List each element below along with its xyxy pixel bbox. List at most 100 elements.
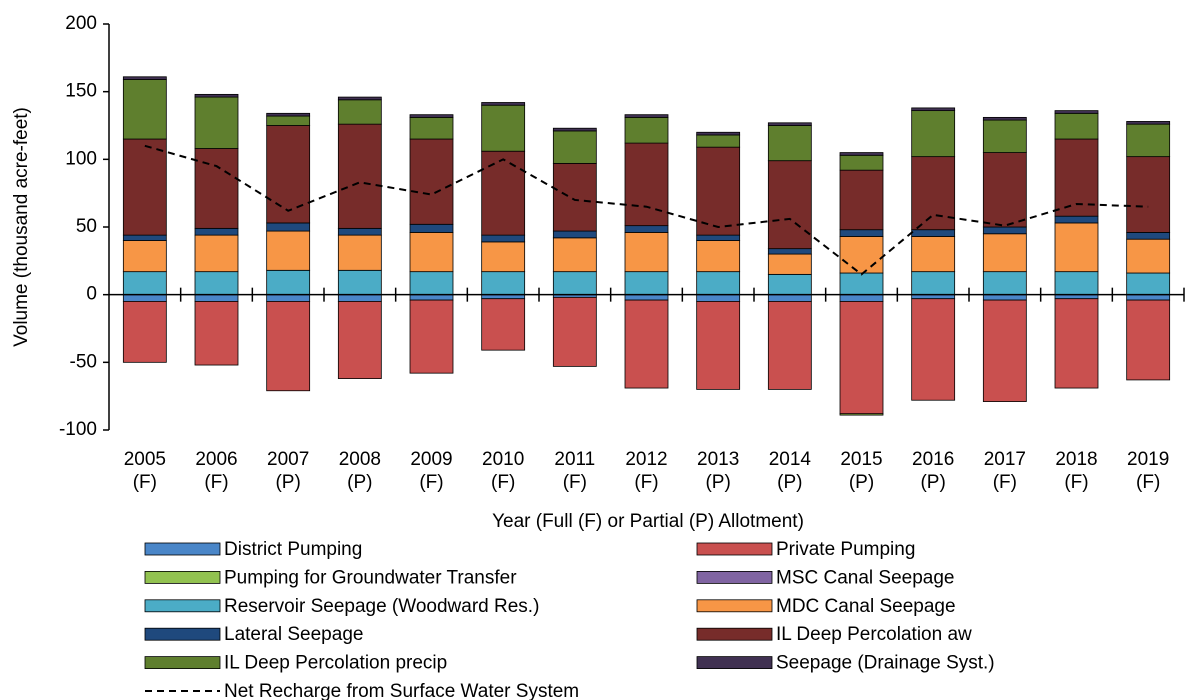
bar-segment xyxy=(982,271,1027,296)
bar-segment xyxy=(767,160,812,250)
bar-segment xyxy=(266,115,311,126)
y-tick-label: 150 xyxy=(65,81,97,102)
bar-segment xyxy=(839,301,884,415)
bar-segment xyxy=(122,138,167,236)
legend-swatch xyxy=(696,627,773,641)
bar-segment xyxy=(266,230,311,271)
legend-label: Pumping for Groundwater Transfer xyxy=(224,567,517,588)
bar-segment xyxy=(409,138,454,225)
legend-label: MSC Canal Seepage xyxy=(776,567,955,588)
legend-label: IL Deep Percolation aw xyxy=(776,624,972,645)
legend-swatch xyxy=(696,599,773,613)
x-tick-label: 2005 (F) xyxy=(123,449,166,493)
bar-segment xyxy=(624,142,669,227)
bar-segment xyxy=(911,156,956,231)
bar-segment xyxy=(409,223,454,233)
bar-segment xyxy=(409,294,454,301)
bar-segment xyxy=(337,234,382,271)
bar-segment xyxy=(767,122,812,126)
y-tick-label: 0 xyxy=(86,284,97,305)
bar-segment xyxy=(122,240,167,273)
bar-segment xyxy=(1126,232,1171,240)
bar-segment xyxy=(1054,298,1099,389)
bar-segment xyxy=(1126,156,1171,233)
bar-segment xyxy=(409,299,454,374)
legend-label: Lateral Seepage xyxy=(224,624,363,645)
legend-swatch xyxy=(696,542,773,556)
bar-segment xyxy=(911,110,956,158)
bar-segment xyxy=(1126,294,1171,301)
bar-segment xyxy=(1054,112,1099,140)
bar-segment xyxy=(122,301,167,363)
bar-segment xyxy=(266,112,311,117)
x-axis-label: Year (Full (F) or Partial (P) Allotment) xyxy=(492,511,804,532)
bar-segment xyxy=(696,271,741,296)
y-tick-label: 50 xyxy=(76,216,97,237)
bar-segment xyxy=(1054,215,1099,224)
bar-segment xyxy=(839,413,884,416)
bar-segment xyxy=(481,102,526,106)
y-tick-label: -100 xyxy=(59,419,97,440)
legend-label: Private Pumping xyxy=(776,539,915,560)
bar-segment xyxy=(839,236,884,274)
bar-segment xyxy=(122,271,167,296)
legend-label: Net Recharge from Surface Water System xyxy=(224,681,579,700)
bar-segment xyxy=(1126,238,1171,274)
bar-segment xyxy=(552,296,597,367)
bar-segment xyxy=(552,230,597,239)
legend-swatch xyxy=(696,656,773,669)
bar-segment xyxy=(481,298,526,351)
bar-segment xyxy=(337,269,382,296)
x-tick-label: 2012 (F) xyxy=(625,449,668,493)
bar-segment xyxy=(911,236,956,273)
legend-swatch xyxy=(144,542,221,556)
bar-segment xyxy=(696,146,741,236)
bar-segment xyxy=(552,130,597,164)
bar-segment xyxy=(911,271,956,296)
bar-segment xyxy=(1126,299,1171,381)
bar-segment xyxy=(194,227,239,236)
bar-segment xyxy=(1054,222,1099,273)
y-axis-label: Volume (thousand acre-feet) xyxy=(11,107,32,347)
bar-segment xyxy=(624,299,669,389)
bar-segment xyxy=(194,148,239,229)
bar-segment xyxy=(1126,123,1171,158)
bar-segment xyxy=(767,273,812,296)
bar-segment xyxy=(767,248,812,255)
x-tick-label: 2009 (F) xyxy=(410,449,453,493)
bar-segment xyxy=(337,123,382,229)
x-tick-label: 2019 (F) xyxy=(1127,449,1170,493)
bar-segment xyxy=(481,234,526,243)
bar-segment xyxy=(911,229,956,237)
legend-label: MDC Canal Seepage xyxy=(776,596,956,617)
y-tick-label: 100 xyxy=(65,148,97,169)
bar-segment xyxy=(552,162,597,232)
bar-segment xyxy=(696,240,741,273)
bar-segment xyxy=(982,119,1027,153)
x-tick-label: 2011 (F) xyxy=(554,449,596,493)
bar-segment xyxy=(624,225,669,233)
bar-segment xyxy=(982,152,1027,228)
bar-segment xyxy=(982,116,1027,121)
bar-segment xyxy=(122,79,167,140)
bar-segment xyxy=(624,114,669,118)
bar-segment xyxy=(767,294,812,302)
bar-segment xyxy=(839,294,884,302)
x-tick-label: 2010 (F) xyxy=(482,449,525,493)
bar-segment xyxy=(337,301,382,379)
bar-segment xyxy=(481,150,526,236)
bar-segment xyxy=(696,294,741,302)
bar-segment xyxy=(481,271,526,296)
bar-segment xyxy=(122,294,167,302)
bar-segment xyxy=(194,96,239,149)
x-tick-label: 2017 (F) xyxy=(983,449,1026,493)
legend-label: Reservoir Seepage (Woodward Res.) xyxy=(224,596,539,617)
bar-segment xyxy=(982,299,1027,402)
legend-swatch xyxy=(144,627,221,641)
bar-segment xyxy=(767,253,812,275)
legend-swatch xyxy=(144,571,221,584)
bar-segment xyxy=(1126,121,1171,125)
bar-segment xyxy=(194,234,239,273)
bar-segment xyxy=(266,222,311,232)
